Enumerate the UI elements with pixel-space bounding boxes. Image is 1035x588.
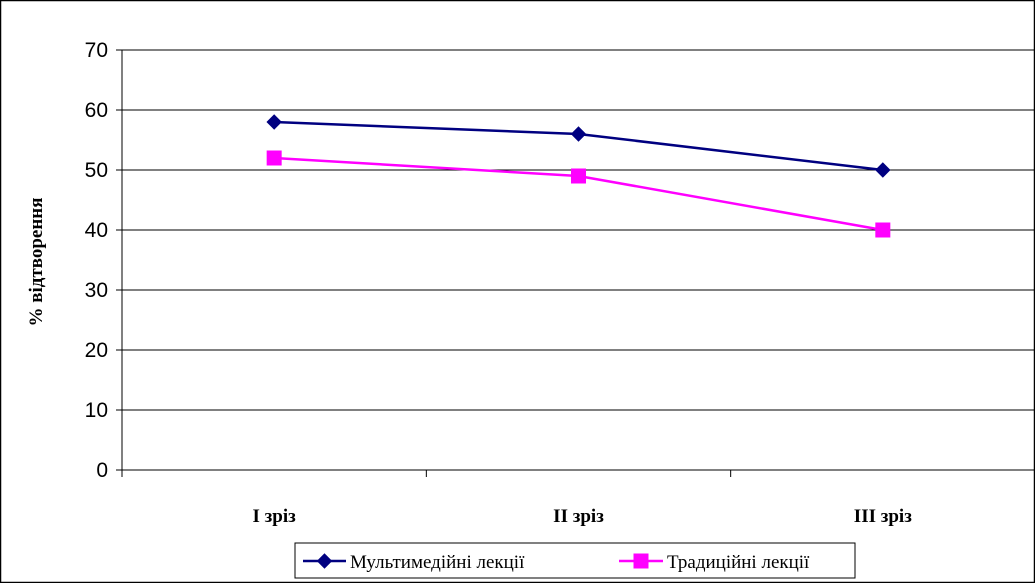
series — [266, 114, 891, 238]
data-point — [266, 114, 282, 130]
y-tick-label: 40 — [85, 219, 108, 242]
y-tick-label: 10 — [85, 399, 108, 422]
y-tick-label: 60 — [85, 99, 108, 122]
y-tick-label: 20 — [85, 339, 108, 362]
x-category-label: II зріз — [553, 506, 604, 527]
y-tick-label: 50 — [85, 159, 108, 182]
y-tick-label: 30 — [85, 279, 108, 302]
data-point — [266, 150, 282, 166]
data-point — [875, 222, 891, 238]
y-tick-label: 70 — [85, 39, 108, 62]
axes: 0 10 20 30 40 50 60 70 I зріз II зріз III зріз — [85, 39, 1035, 527]
legend-box — [294, 542, 856, 579]
y-tick-label: 0 — [96, 459, 108, 482]
legend-label-traditional: Традиційні лекції — [667, 552, 810, 573]
legend: Мультимедійні лекції Традиційні лекції — [294, 542, 856, 579]
x-category-label: I зріз — [253, 506, 297, 527]
legend-marker-multimedia — [316, 553, 333, 569]
x-category-label: III зріз — [854, 506, 912, 527]
y-axis-title: % відтворення — [26, 197, 47, 326]
legend-marker-traditional — [633, 553, 649, 569]
data-point — [571, 168, 586, 184]
data-point — [875, 162, 891, 178]
legend-label-multimedia: Мультимедійні лекції — [350, 552, 525, 573]
data-point — [570, 126, 587, 142]
